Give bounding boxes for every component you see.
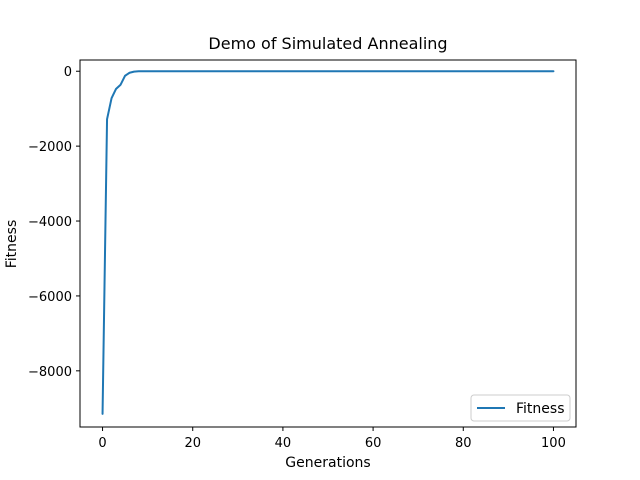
y-tick-label: −6000 xyxy=(28,290,72,305)
x-axis-label: Generations xyxy=(285,455,370,471)
x-tick-label: 20 xyxy=(184,436,201,451)
x-tick-label: 60 xyxy=(365,436,382,451)
legend-label-fitness: Fitness xyxy=(516,401,565,417)
x-tick-label: 0 xyxy=(98,436,106,451)
legend-box xyxy=(470,394,571,422)
y-tick-label: −8000 xyxy=(28,365,72,380)
x-tick-label: 80 xyxy=(455,436,472,451)
chart-title: Demo of Simulated Annealing xyxy=(208,34,447,53)
x-tick-label: 40 xyxy=(275,436,292,451)
plot-frame xyxy=(79,59,577,428)
y-tick-label: −4000 xyxy=(28,215,72,230)
series-line-fitness xyxy=(101,70,555,415)
y-axis-label: Fitness xyxy=(4,220,20,269)
x-tick-label: 100 xyxy=(541,436,566,451)
legend: Fitness xyxy=(470,394,571,422)
y-tick-label: 0 xyxy=(64,65,72,80)
y-tick-label: −2000 xyxy=(28,140,72,155)
plot-area: 0 20 40 60 80 100 −8000 −6000 −4000 −2000 0 xyxy=(28,59,577,451)
